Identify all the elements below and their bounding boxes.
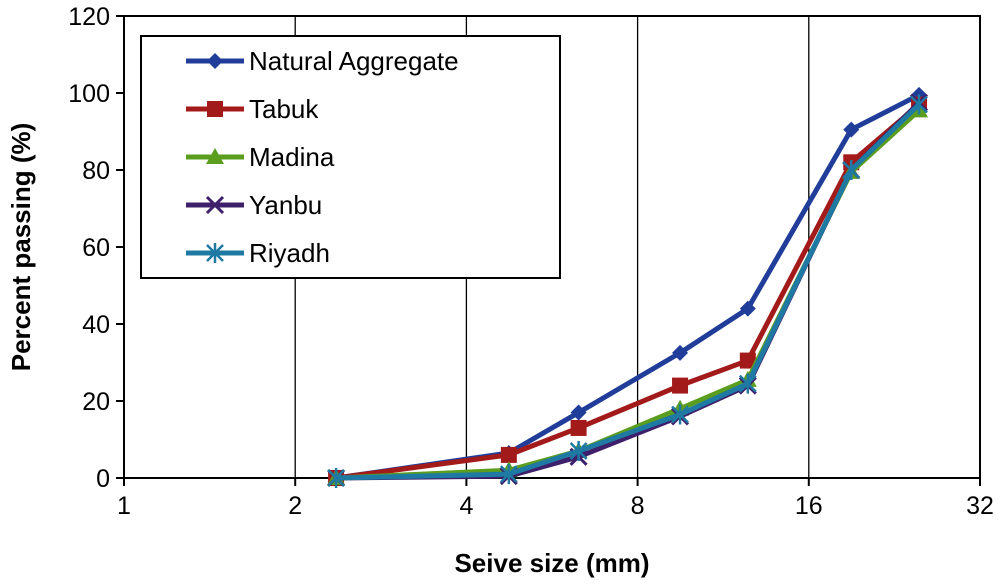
y-axis-title: Percent passing (%): [6, 123, 36, 372]
legend-marker-tabuk: [207, 101, 223, 117]
x-tick-label: 16: [795, 492, 823, 520]
data-point-natural-aggregate: [570, 404, 587, 421]
data-point-tabuk: [672, 377, 689, 394]
data-point-tabuk: [739, 352, 756, 369]
data-point-natural-aggregate: [843, 121, 860, 138]
data-point-riyadh: [910, 94, 928, 115]
data-point-tabuk: [570, 419, 587, 436]
legend-marker-madina: [206, 148, 224, 164]
data-point-riyadh: [327, 468, 345, 488]
y-tick-label: 60: [82, 234, 110, 262]
x-tick-label: 32: [966, 492, 994, 520]
y-tick-label: 100: [68, 80, 110, 108]
data-point-riyadh: [499, 464, 518, 485]
y-tick-label: 0: [96, 465, 110, 493]
data-point-riyadh: [842, 160, 861, 180]
x-tick-label: 8: [631, 492, 645, 520]
x-tick-label: 1: [117, 492, 131, 520]
legend-label-madina: Madina: [249, 142, 335, 172]
data-point-riyadh: [569, 441, 588, 462]
y-tick-label: 20: [82, 388, 110, 416]
x-tick-label: 4: [459, 492, 473, 520]
data-point-tabuk: [500, 446, 517, 463]
x-tick-label: 2: [288, 492, 302, 520]
legend-label-tabuk: Tabuk: [249, 94, 319, 124]
legend-marker-yanbu: [205, 195, 225, 215]
y-tick-label: 80: [82, 157, 110, 185]
legend-label-natural-aggregate: Natural Aggregate: [249, 46, 459, 76]
y-tick-label: 40: [82, 311, 110, 339]
legend-label-yanbu: Yanbu: [249, 190, 322, 220]
data-point-riyadh: [738, 373, 757, 394]
x-axis-title: Seive size (mm): [454, 548, 649, 578]
data-point-natural-aggregate: [739, 300, 756, 317]
legend-marker-riyadh: [206, 243, 224, 263]
data-point-natural-aggregate: [672, 344, 689, 361]
data-point-riyadh: [671, 404, 689, 425]
legend-marker-natural-aggregate: [207, 53, 223, 69]
y-tick-label: 120: [68, 3, 110, 31]
legend-label-riyadh: Riyadh: [249, 238, 330, 268]
